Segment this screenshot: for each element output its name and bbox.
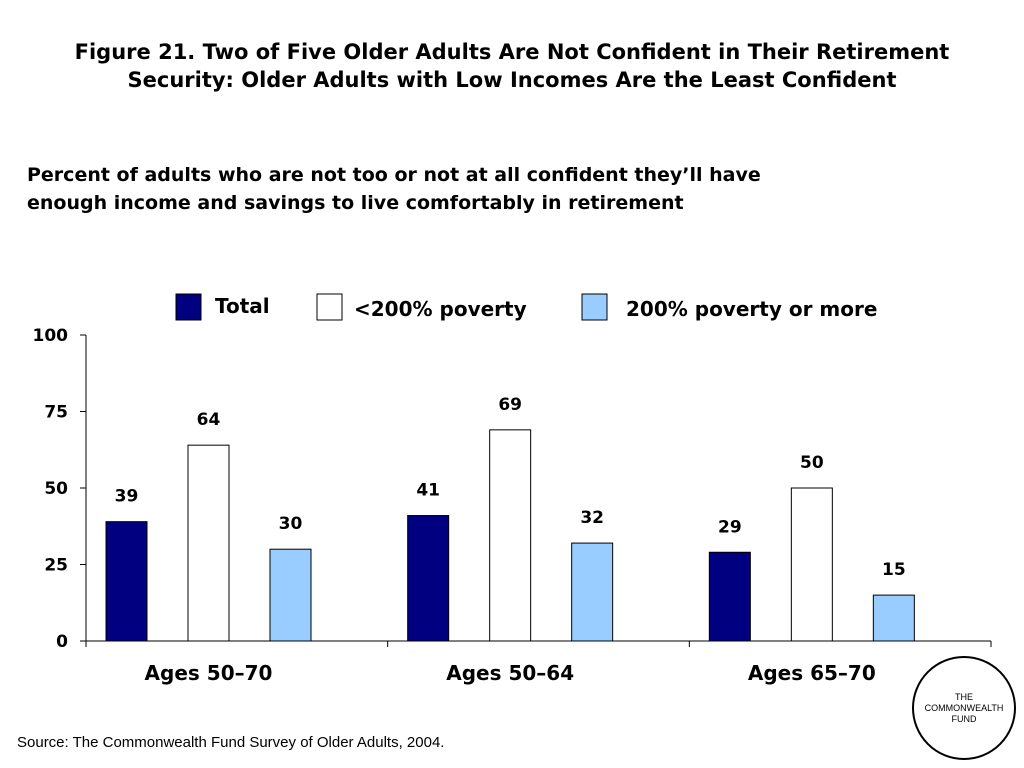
data-label-200-poverty-ages-50-70: 64 bbox=[197, 410, 221, 430]
bar-200-poverty-or-more-ages-50-70 bbox=[269, 548, 312, 642]
commonwealth-fund-logo: THE COMMONWEALTH FUND bbox=[912, 656, 1016, 760]
y-tick-label-0: 0 bbox=[56, 632, 68, 652]
bar-200-poverty-or-more-ages-50-64 bbox=[571, 542, 614, 642]
chart-title-line-2: Security: Older Adults with Low Incomes … bbox=[127, 68, 897, 92]
legend-label-200-poverty: <200% poverty bbox=[354, 297, 527, 321]
logo-line-2: COMMONWEALTH bbox=[924, 702, 1004, 713]
legend-swatch-200-poverty bbox=[316, 293, 343, 321]
y-tick-label-50: 50 bbox=[44, 479, 68, 499]
legend-swatch-200-poverty-or-more bbox=[581, 293, 608, 321]
data-label-200-poverty-ages-65-70: 50 bbox=[800, 453, 824, 473]
y-tick-label-25: 25 bbox=[44, 556, 68, 576]
chart-title: Figure 21. Two of Five Older Adults Are … bbox=[0, 38, 1024, 94]
chart-subtitle-line-1: Percent of adults who are not too or not… bbox=[27, 164, 761, 186]
data-label-200-poverty-ages-50-64: 69 bbox=[498, 395, 522, 415]
source-note: Source: The Commonwealth Fund Survey of … bbox=[17, 734, 445, 751]
logo-line-1: THE bbox=[955, 691, 973, 702]
data-label-200-poverty-or-more-ages-65-70: 15 bbox=[882, 560, 906, 580]
chart-title-line-1: Figure 21. Two of Five Older Adults Are … bbox=[74, 40, 950, 64]
logo-line-3: FUND bbox=[951, 713, 977, 724]
chart-subtitle: Percent of adults who are not too or not… bbox=[27, 161, 927, 217]
x-category-label-ages-50-64: Ages 50–64 bbox=[446, 661, 574, 685]
x-category-label-ages-50-70: Ages 50–70 bbox=[145, 661, 273, 685]
x-category-label-ages-65-70: Ages 65–70 bbox=[748, 661, 876, 685]
data-label-200-poverty-or-more-ages-50-70: 30 bbox=[279, 514, 303, 534]
bar-total-ages-50-64 bbox=[407, 515, 450, 642]
bar-200-poverty-ages-65-70 bbox=[790, 487, 833, 642]
bar-200-poverty-ages-50-64 bbox=[489, 429, 532, 642]
legend-swatch-total bbox=[175, 293, 202, 321]
legend-label-total: Total bbox=[215, 294, 270, 318]
data-label-total-ages-65-70: 29 bbox=[718, 517, 742, 537]
chart-subtitle-line-2: enough income and savings to live comfor… bbox=[27, 192, 684, 214]
bar-total-ages-50-70 bbox=[105, 521, 148, 642]
bar-total-ages-65-70 bbox=[708, 551, 751, 642]
data-label-200-poverty-or-more-ages-50-64: 32 bbox=[580, 508, 604, 528]
legend-label-200-poverty-or-more: 200% poverty or more bbox=[626, 297, 877, 321]
y-tick-label-100: 100 bbox=[33, 326, 69, 346]
data-label-total-ages-50-64: 41 bbox=[416, 481, 440, 501]
bar-200-poverty-or-more-ages-65-70 bbox=[872, 594, 915, 642]
data-label-total-ages-50-70: 39 bbox=[115, 487, 139, 507]
y-tick-label-75: 75 bbox=[44, 403, 68, 423]
bar-200-poverty-ages-50-70 bbox=[187, 444, 230, 642]
